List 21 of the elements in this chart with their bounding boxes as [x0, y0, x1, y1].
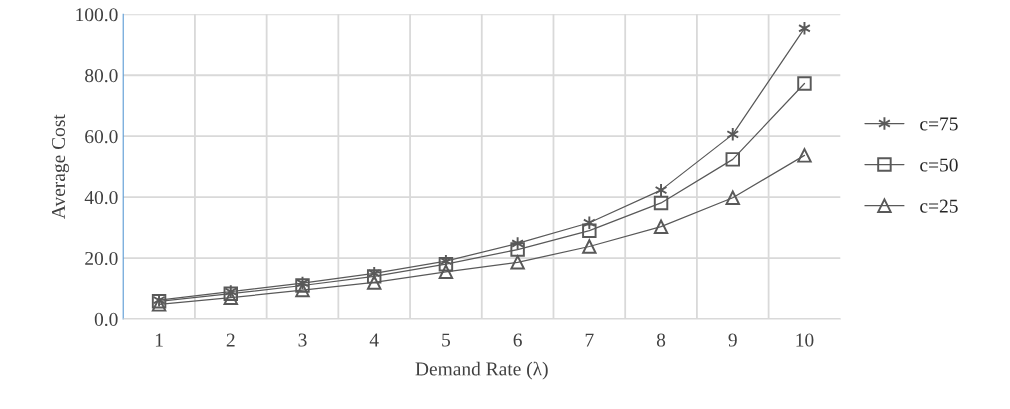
- y-tick-label: 20.0: [85, 251, 118, 266]
- x-tick-label: 5: [442, 333, 451, 347]
- x-tick-label: 3: [298, 333, 307, 347]
- x-tick-label: 8: [656, 333, 666, 347]
- x-tick-label: 9: [728, 333, 737, 347]
- x-tick-label: 10: [796, 333, 814, 347]
- y-tick-label: 80.0: [85, 69, 118, 83]
- y-axis-title: Average Cost: [51, 114, 70, 219]
- x-tick-label: 1: [155, 333, 163, 347]
- legend-label: c=25: [920, 199, 958, 213]
- x-axis-title: Demand Rate (λ): [415, 361, 548, 380]
- x-tick-label: 2: [226, 333, 235, 347]
- x-tick-label: 7: [585, 333, 594, 347]
- legend-label: c=50: [920, 158, 958, 172]
- x-tick-label: 4: [369, 333, 379, 347]
- x-tick-label: 6: [513, 333, 522, 347]
- y-tick-label: 40.0: [84, 190, 118, 205]
- y-tick-label: 100.0: [76, 8, 118, 22]
- y-tick-label: 0.0: [94, 312, 118, 327]
- y-tick-label: 60.0: [85, 130, 118, 144]
- legend-label: c=75: [920, 117, 958, 131]
